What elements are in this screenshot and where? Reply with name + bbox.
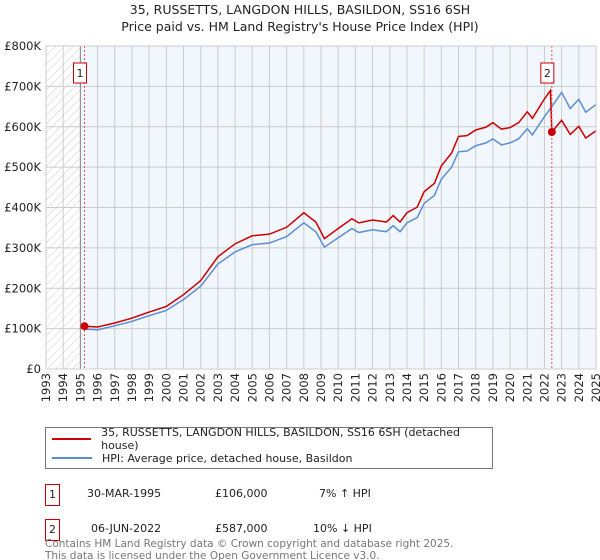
legend-swatch-red: [52, 438, 92, 440]
transaction-delta: 7% ↑ HPI: [319, 487, 371, 500]
legend-label: HPI: Average price, detached house, Basi…: [102, 451, 353, 465]
chart-title: 35, RUSSETTS, LANGDON HILLS, BASILDON, S…: [129, 2, 471, 17]
x-tick-label: 1998: [125, 373, 139, 402]
transaction-row: 2 06-JUN-2022 £587,000 10% ↓ HPI: [45, 519, 445, 541]
footer-line: Contains HM Land Registry data © Crown c…: [45, 538, 454, 550]
transaction-delta: 10% ↓ HPI: [313, 522, 372, 535]
x-tick-label: 2002: [194, 373, 208, 402]
event-badge: [540, 62, 555, 84]
x-tick-label: 2007: [280, 373, 294, 402]
x-tick-label: 2013: [383, 373, 397, 402]
transaction-date: 06-JUN-2022: [91, 522, 162, 535]
x-tick-label: 2019: [486, 373, 500, 402]
transaction-badge: 2: [45, 519, 60, 541]
x-tick-label: 2015: [417, 373, 431, 402]
legend-swatch-blue: [52, 457, 92, 459]
legend-item-hpi: HPI: Average price, detached house, Basi…: [52, 450, 352, 466]
transaction-price: £587,000: [215, 522, 268, 535]
transaction-price: £106,000: [215, 487, 268, 500]
transaction-date: 30-MAR-1995: [87, 487, 162, 500]
x-tick-label: 2008: [297, 373, 311, 402]
x-tick-label: 2018: [469, 373, 483, 402]
x-tick-label: 2006: [262, 373, 276, 402]
x-tick-label: 2003: [211, 373, 225, 402]
x-tick-label: 2022: [537, 373, 551, 402]
legend-label: 35, RUSSETTS, LANGDON HILLS, BASILDON, S…: [101, 426, 461, 452]
x-tick-label: 2023: [555, 373, 569, 402]
y-tick-label: £100K: [4, 322, 41, 336]
transaction-row: 1 30-MAR-1995 £106,000 7% ↑ HPI: [45, 484, 445, 506]
x-tick-label: 1997: [108, 373, 122, 402]
x-tick-label: 2025: [589, 373, 600, 402]
footer-line: This data is licensed under the Open Gov…: [45, 550, 380, 560]
x-tick-label: 2000: [159, 373, 173, 402]
legend-item-property: 35, RUSSETTS, LANGDON HILLS, BASILDON, S…: [52, 426, 492, 452]
y-tick-label: £0: [26, 362, 41, 376]
hpi-line: [84, 90, 597, 331]
x-tick-label: 2005: [245, 373, 259, 402]
x-tick-label: 2011: [348, 373, 362, 402]
y-tick-label: £400K: [4, 201, 41, 215]
x-tick-label: 2014: [400, 373, 414, 402]
transaction-badge: 1: [45, 484, 60, 506]
x-tick-label: 2016: [434, 373, 448, 402]
x-tick-label: 2010: [331, 373, 345, 402]
x-tick-label: 2024: [572, 373, 586, 402]
sale-marker: [80, 322, 89, 331]
event-badge-label: 2: [544, 67, 551, 80]
y-tick-label: £200K: [4, 281, 41, 295]
x-tick-label: 1995: [73, 373, 87, 402]
x-tick-label: 2012: [366, 373, 380, 402]
y-tick-label: £300K: [4, 241, 41, 255]
x-tick-label: 2021: [520, 373, 534, 402]
footer: Contains HM Land Registry data © Crown c…: [45, 538, 453, 560]
legend: 35, RUSSETTS, LANGDON HILLS, BASILDON, S…: [45, 426, 493, 469]
x-tick-label: 2009: [314, 373, 328, 402]
y-tick-label: £800K: [4, 39, 41, 53]
y-tick-label: £500K: [4, 160, 41, 174]
x-tick-label: 1996: [91, 373, 105, 402]
event-badge: [73, 62, 87, 84]
x-tick-label: 2017: [452, 373, 466, 402]
x-tick-label: 1999: [142, 373, 156, 402]
x-tick-label: 1993: [39, 373, 53, 402]
y-tick-label: £700K: [4, 79, 41, 93]
sale-marker: [547, 127, 556, 136]
event-badge-label: 1: [77, 67, 84, 80]
chart-subtitle: Price paid vs. HM Land Registry's House …: [121, 19, 479, 34]
y-tick-label: £600K: [4, 120, 41, 134]
plot-border: [45, 45, 597, 370]
price-paid-line: [84, 88, 597, 328]
x-tick-label: 2001: [177, 373, 191, 402]
x-tick-label: 2004: [228, 373, 242, 402]
x-tick-label: 1994: [56, 373, 70, 402]
x-tick-label: 2020: [503, 373, 517, 402]
line-chart: 1993 1994 1995 1996 1997 1998 1999 2000 2001 2002…: [4, 39, 600, 402]
